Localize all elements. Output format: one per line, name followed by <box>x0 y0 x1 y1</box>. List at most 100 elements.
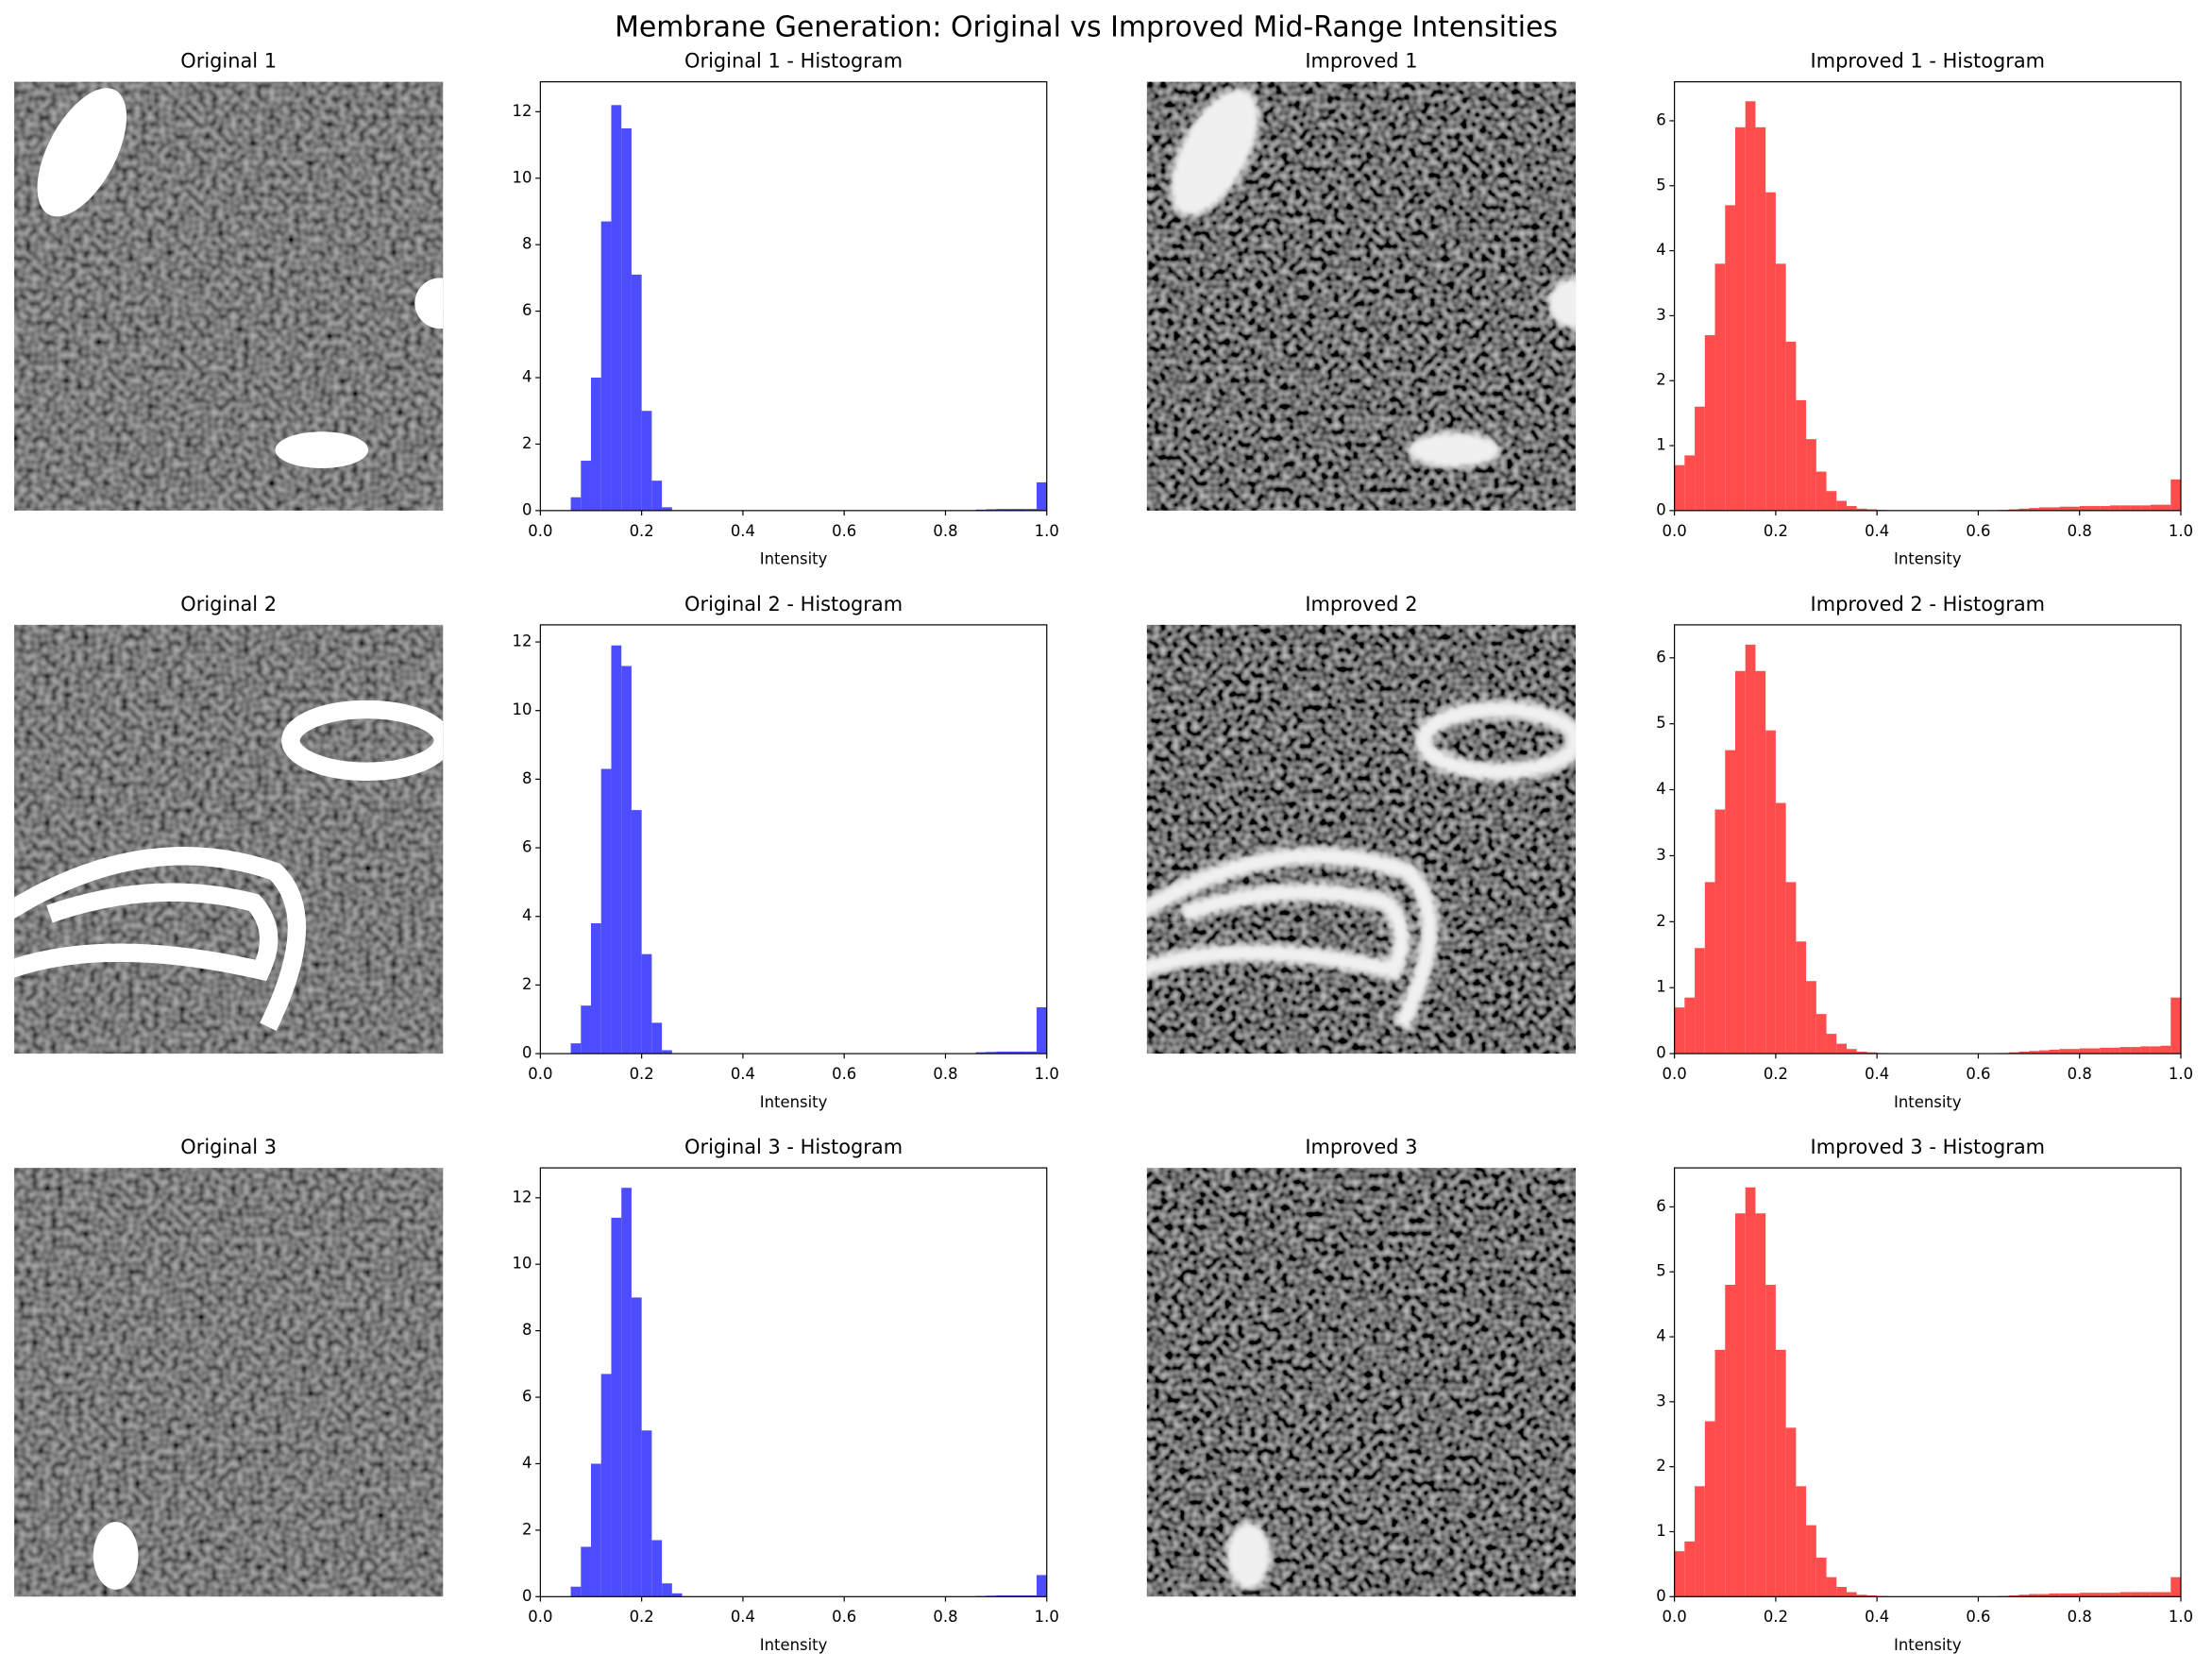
blob <box>93 1522 139 1590</box>
bar <box>662 507 672 511</box>
bar <box>2150 504 2161 511</box>
y-tick-label: 6 <box>522 301 532 319</box>
x-tick-label: 0.8 <box>2068 522 2092 540</box>
bar <box>1745 644 1756 1054</box>
bar <box>1714 1349 1726 1597</box>
x-tick-label: 0.2 <box>630 522 654 540</box>
bar <box>1016 509 1027 511</box>
bar <box>1005 509 1017 511</box>
bar <box>611 645 622 1054</box>
x-tick-label: 0.6 <box>832 1608 856 1626</box>
x-axis-label: Intensity <box>1894 550 1962 568</box>
bar <box>621 666 632 1054</box>
x-tick-label: 0.2 <box>630 1065 654 1083</box>
bar <box>2119 1047 2131 1054</box>
y-tick-label: 2 <box>1656 912 1665 930</box>
bar <box>1714 263 1726 511</box>
image-panel <box>1146 1168 1577 1597</box>
bar <box>2130 1047 2141 1054</box>
bar <box>2170 1577 2181 1597</box>
bar <box>1826 491 1837 511</box>
bar <box>996 1594 1006 1597</box>
bar <box>1037 1007 1047 1054</box>
bar <box>1785 882 1797 1054</box>
chart-title: Improved 3 - Histogram <box>1811 1136 2045 1158</box>
bar <box>2008 1594 2019 1597</box>
axes-frame <box>539 624 1048 1054</box>
axes-frame <box>1674 624 2182 1054</box>
bar <box>2029 1594 2039 1597</box>
y-tick-label: 3 <box>1656 306 1665 324</box>
bar <box>2160 1592 2171 1597</box>
noise <box>1146 624 1577 1054</box>
panel-title: Improved 1 <box>1305 50 1417 73</box>
bar <box>2109 1047 2120 1054</box>
panel-title: Original 3 <box>180 1136 277 1158</box>
blob <box>414 278 444 329</box>
x-tick-label: 0.4 <box>1865 1065 1889 1083</box>
y-tick-label: 2 <box>522 975 532 993</box>
y-tick-label: 0 <box>522 500 532 518</box>
axes-frame <box>539 81 1048 512</box>
bar <box>2140 1046 2151 1054</box>
bar <box>2170 479 2181 511</box>
bar <box>581 1005 592 1054</box>
y-tick-label: 5 <box>1656 1262 1665 1280</box>
bar <box>1775 802 1786 1054</box>
x-tick-label: 0.0 <box>528 1065 552 1083</box>
bar <box>1856 1594 1867 1597</box>
bar <box>1037 1575 1047 1597</box>
y-tick-label: 10 <box>513 700 532 718</box>
bar <box>2049 507 2060 511</box>
bar <box>1806 1525 1816 1597</box>
blob <box>281 700 444 781</box>
y-tick-label: 0 <box>522 1587 532 1605</box>
bar <box>1695 406 1705 511</box>
bar <box>1785 1427 1797 1597</box>
bar <box>2160 1045 2171 1054</box>
chart-title: Improved 1 - Histogram <box>1811 50 2045 73</box>
bar <box>671 1593 683 1597</box>
bar <box>2109 505 2120 511</box>
bar <box>591 1463 601 1597</box>
x-axis-label: Intensity <box>1894 1636 1962 1654</box>
x-tick-label: 0.0 <box>1663 1065 1687 1083</box>
x-tick-label: 0.6 <box>1966 1608 1990 1626</box>
bar <box>1016 1051 1027 1054</box>
y-tick-label: 4 <box>522 1454 532 1472</box>
y-tick-label: 6 <box>1656 110 1665 128</box>
bar <box>1704 335 1715 511</box>
x-tick-label: 0.8 <box>933 522 957 540</box>
x-tick-label: 0.0 <box>528 1608 552 1626</box>
bar <box>600 1374 612 1597</box>
bar <box>611 105 622 511</box>
x-tick-label: 0.8 <box>933 1608 957 1626</box>
chart-title: Original 1 - Histogram <box>684 50 903 73</box>
x-axis-label: Intensity <box>760 1093 828 1111</box>
x-tick-label: 0.8 <box>933 1065 957 1083</box>
bar <box>1836 500 1847 511</box>
panel-title: Original 1 <box>180 50 277 73</box>
y-tick-label: 8 <box>522 235 532 253</box>
bar <box>641 411 652 511</box>
blob <box>1408 431 1501 469</box>
blob <box>1413 700 1577 781</box>
bar <box>1026 509 1038 511</box>
blob <box>14 883 279 982</box>
bar <box>2109 1593 2120 1597</box>
x-tick-label: 0.0 <box>528 522 552 540</box>
y-tick-label: 6 <box>522 1388 532 1406</box>
x-tick-label: 0.4 <box>731 1065 755 1083</box>
bar <box>631 810 642 1054</box>
bar <box>621 1188 632 1597</box>
y-tick-label: 1 <box>1656 978 1665 996</box>
bar <box>1826 1577 1837 1597</box>
x-tick-label: 0.6 <box>1966 522 1990 540</box>
x-tick-label: 1.0 <box>2169 522 2193 540</box>
bar <box>2059 1049 2069 1054</box>
panel-title: Improved 2 <box>1305 593 1417 616</box>
x-tick-label: 0.4 <box>731 522 755 540</box>
x-tick-label: 0.2 <box>1764 1065 1788 1083</box>
y-tick-label: 4 <box>1656 241 1665 259</box>
bar <box>1775 263 1786 511</box>
